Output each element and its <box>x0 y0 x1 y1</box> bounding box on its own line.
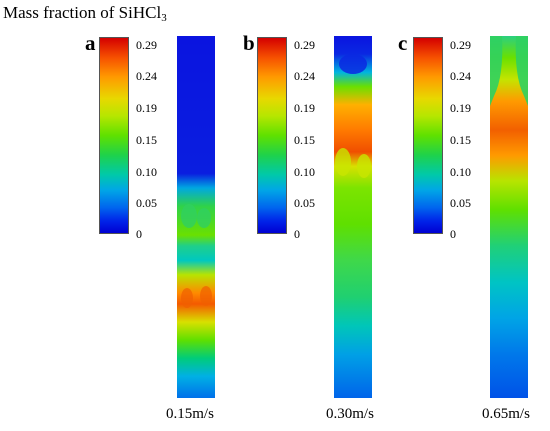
panel-b-tick-010: 0.10 <box>294 165 315 179</box>
panel-a-tick-010: 0.10 <box>136 165 157 179</box>
panel-b-tick-019: 0.19 <box>294 101 315 115</box>
panel-b-letter: b <box>243 31 255 55</box>
panel-b-velocity-label: 0.30m/s <box>326 406 374 422</box>
panel-c-tick-0: 0 <box>450 227 456 241</box>
panel-a-colorbar <box>99 37 129 234</box>
panel-a-velocity-label: 0.15m/s <box>166 406 214 422</box>
title-subscript: 3 <box>161 12 167 24</box>
panel-c-tick-029: 0.29 <box>450 38 471 52</box>
panel-a-tick-024: 0.24 <box>136 69 157 83</box>
panel-b-tick-024: 0.24 <box>294 69 315 83</box>
title-text: Mass fraction of SiHCl <box>3 3 162 22</box>
panel-c-tick-024: 0.24 <box>450 69 471 83</box>
panel-b-tick-029: 0.29 <box>294 38 315 52</box>
panel-b-tick-0: 0 <box>294 227 300 241</box>
panel-a-tick-019: 0.19 <box>136 101 157 115</box>
panel-c-colorbar <box>413 37 443 234</box>
panel-c-letter: c <box>398 31 408 55</box>
panel-c-tick-005: 0.05 <box>450 196 471 210</box>
panel-a-contour <box>177 36 215 398</box>
panel-c-velocity-label: 0.65m/s <box>482 406 530 422</box>
panel-b-contour <box>334 36 372 398</box>
panel-b-tick-015: 0.15 <box>294 133 315 147</box>
figure-title: Mass fraction of SiHCl3 <box>3 3 167 24</box>
panel-a-tick-015: 0.15 <box>136 133 157 147</box>
panel-a-tick-0: 0 <box>136 227 142 241</box>
panel-a-tick-005: 0.05 <box>136 196 157 210</box>
panel-c-contour <box>490 36 528 398</box>
panel-c-tick-015: 0.15 <box>450 133 471 147</box>
panel-b-colorbar <box>257 37 287 234</box>
panel-c-tick-010: 0.10 <box>450 165 471 179</box>
panel-a-letter: a <box>85 31 96 55</box>
panel-a-tick-029: 0.29 <box>136 38 157 52</box>
panel-c-tick-019: 0.19 <box>450 101 471 115</box>
panel-b-tick-005: 0.05 <box>294 196 315 210</box>
